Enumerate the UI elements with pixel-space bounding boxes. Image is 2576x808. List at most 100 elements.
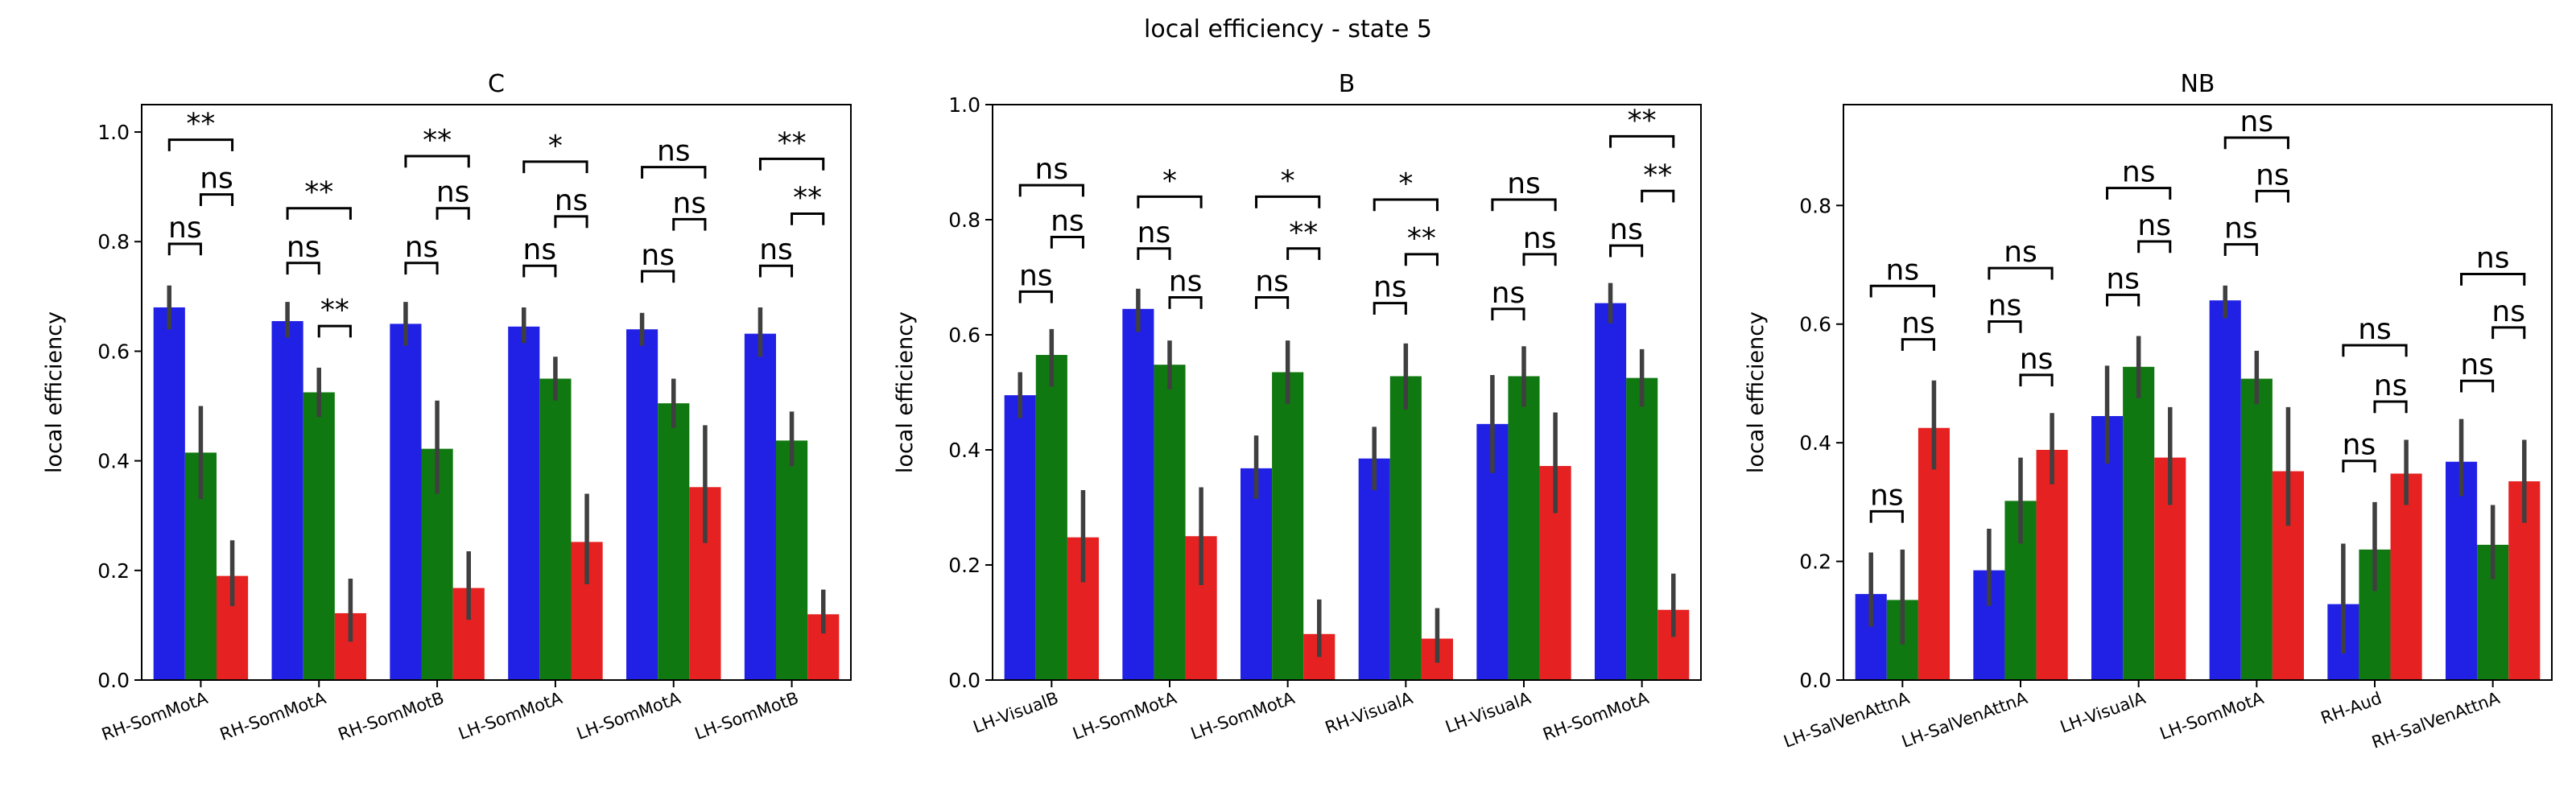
significance-bracket: [791, 212, 825, 225]
x-tick-label: LH-SomMotA: [574, 688, 683, 744]
significance-label: ns: [2476, 242, 2510, 275]
significance-label: ns: [287, 231, 320, 264]
significance-bracket: [2342, 344, 2408, 357]
significance-bracket: [1901, 338, 1935, 351]
significance-bracket: [1609, 244, 1644, 258]
bar: [2390, 473, 2422, 680]
significance-label: ns: [2224, 212, 2258, 245]
significance-bracket: [286, 262, 320, 275]
significance-bracket: [2460, 379, 2495, 393]
significance-bracket: [1988, 266, 2054, 280]
bar: [153, 307, 185, 680]
y-tick-label: 0.4: [948, 439, 980, 462]
significance-label: ns: [2137, 209, 2171, 242]
y-tick-label: 0.8: [948, 208, 980, 232]
significance-bracket: [522, 160, 588, 174]
bar: [1595, 303, 1627, 680]
chart-panel: nsnsnsnsns*ns***ns***nsnsnsns****0.00.20…: [893, 70, 1702, 744]
significance-label: ns: [555, 184, 588, 217]
bar: [1272, 372, 1304, 680]
significance-bracket: [2342, 460, 2376, 473]
x-tick-label: LH-SomMotA: [1070, 688, 1179, 744]
x-tick-label: LH-SomMotB: [692, 688, 801, 744]
significance-label: **: [1643, 159, 1672, 192]
significance-bracket: [317, 324, 352, 338]
significance-bracket: [672, 217, 707, 231]
significance-label: ns: [1507, 167, 1541, 200]
x-tick-label: LH-SalVenAttnA: [1899, 688, 2030, 752]
x-tick-label: LH-SalVenAttnA: [1781, 688, 1913, 752]
significance-label: ns: [1035, 153, 1069, 186]
bar: [658, 403, 690, 680]
significance-label: **: [320, 294, 349, 327]
y-tick-label: 0.8: [1799, 194, 1831, 217]
significance-bracket: [2106, 293, 2140, 307]
bar: [744, 333, 777, 680]
y-tick-label: 0.6: [1799, 313, 1831, 336]
significance-label: **: [793, 182, 822, 215]
y-axis-label: local efficiency: [42, 311, 67, 473]
bar: [2209, 300, 2241, 680]
significance-bracket: [199, 193, 234, 206]
x-tick-label: RH-SomMotA: [1540, 688, 1652, 744]
y-tick-label: 0.4: [1799, 431, 1831, 455]
significance-label: ns: [657, 135, 691, 168]
significance-label: ns: [200, 163, 233, 196]
significance-bracket: [1255, 195, 1321, 208]
bar: [1389, 376, 1422, 680]
chart-panels: nsns**ns****nsns**nsns*nsnsnsns****0.00.…: [42, 70, 2553, 752]
figure-title: local efficiency - state 5: [1144, 15, 1432, 43]
significance-bracket: [1609, 134, 1675, 148]
x-tick-label: RH-Aud: [2318, 688, 2384, 728]
significance-label: ns: [1870, 479, 1904, 512]
significance-label: ns: [405, 231, 439, 264]
significance-bracket: [758, 157, 825, 171]
bar: [1918, 427, 1950, 680]
significance-bracket: [2491, 326, 2526, 340]
axes-frame: [1843, 104, 2553, 681]
chart-title: C: [488, 70, 505, 98]
significance-bracket: [2223, 136, 2289, 150]
significance-bracket: [1286, 247, 1321, 261]
y-tick-label: 0.2: [948, 554, 980, 577]
significance-label: *: [1281, 164, 1295, 197]
y-tick-label: 0.4: [97, 450, 130, 473]
significance-label: ns: [2460, 348, 2494, 381]
significance-label: ns: [523, 233, 557, 266]
significance-bracket: [404, 155, 470, 168]
significance-label: ns: [2122, 156, 2156, 189]
significance-label: **: [1407, 222, 1436, 255]
bar: [2123, 366, 2155, 680]
significance-bracket: [641, 166, 707, 179]
bar: [1508, 376, 1540, 680]
significance-bracket: [1373, 302, 1407, 315]
significance-bracket: [2106, 187, 2172, 200]
significance-label: ns: [2491, 295, 2525, 328]
significance-bracket: [1491, 307, 1525, 321]
significance-label: ns: [1019, 259, 1053, 292]
significance-bracket: [1491, 198, 1557, 212]
chart-title: NB: [2180, 70, 2215, 98]
significance-bracket: [1988, 319, 2022, 333]
bar: [2240, 378, 2273, 680]
bar: [776, 440, 808, 680]
y-tick-label: 0.6: [948, 324, 980, 347]
significance-label: **: [1628, 104, 1657, 137]
significance-label: ns: [2004, 236, 2037, 269]
x-tick-label: LH-VisualB: [971, 688, 1061, 736]
x-tick-label: RH-SalVenAttnA: [2369, 688, 2503, 752]
significance-bracket: [1522, 253, 1557, 266]
significance-label: ns: [2240, 105, 2274, 138]
chart-panel: ns ns ns ns ns ns ns ns ns ns ns ns ns ns ns ns ns ns 0.0 0…: [1744, 70, 2553, 752]
significance-bracket: [1018, 290, 1053, 303]
significance-label: ns: [1137, 216, 1171, 249]
significance-label: ns: [2343, 429, 2376, 462]
significance-bracket: [1373, 198, 1439, 212]
bar: [539, 378, 572, 680]
x-tick-label: LH-VisualA: [1443, 688, 1534, 737]
significance-bracket: [167, 242, 202, 256]
significance-bracket: [1869, 284, 1935, 298]
x-tick-label: LH-VisualA: [2058, 688, 2149, 737]
significance-label: ns: [1886, 254, 1920, 287]
